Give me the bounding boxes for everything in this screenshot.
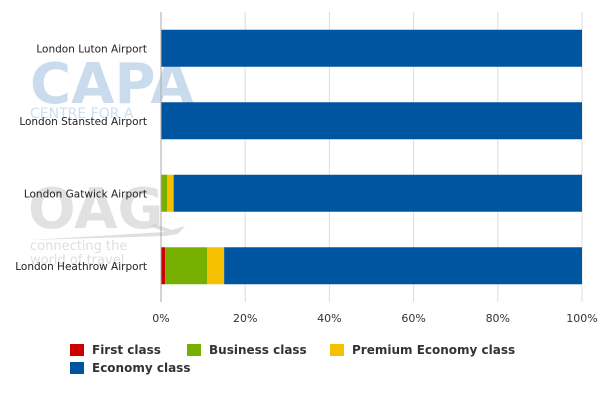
x-tick-label: 60% — [401, 312, 425, 325]
bar-segment — [224, 247, 582, 285]
svg-text:CENTRE FOR A: CENTRE FOR A — [30, 106, 134, 122]
legend-item-first-class: First class — [70, 343, 161, 357]
svg-text:world of travel: world of travel — [30, 253, 124, 268]
bar-segment — [173, 174, 582, 212]
legend-swatch — [70, 344, 84, 356]
legend-item-economy-class: Economy class — [70, 361, 190, 375]
category-label: London Heathrow Airport — [15, 261, 147, 273]
x-tick-label: 40% — [317, 312, 341, 325]
bar-segment — [161, 247, 166, 285]
bars — [161, 29, 582, 285]
legend-swatch — [187, 344, 201, 356]
category-label: London Gatwick Airport — [24, 188, 147, 200]
legend-label: Premium Economy class — [352, 343, 516, 357]
category-labels: London Luton Airport London Stansted Airp… — [15, 43, 147, 273]
legend-swatch — [330, 344, 344, 356]
legend-item-business-class: Business class — [187, 343, 307, 357]
x-tick-labels: 0% 20% 40% 60% 80% 100% — [152, 312, 597, 325]
x-tick-label: 20% — [233, 312, 257, 325]
legend-label: Economy class — [92, 361, 191, 375]
svg-text:OAG: OAG — [28, 177, 163, 242]
bar-segment — [207, 247, 225, 285]
legend-swatch — [70, 362, 84, 374]
oag-watermark: OAG connecting the world of travel — [28, 177, 185, 268]
x-tick-label: 80% — [486, 312, 510, 325]
x-tick-label: 100% — [566, 312, 597, 325]
svg-text:connecting the: connecting the — [30, 239, 127, 254]
legend-label: Business class — [209, 343, 307, 357]
bar-segment — [161, 102, 582, 140]
x-tick-label: 0% — [152, 312, 169, 325]
legend-item-premium-economy-class: Premium Economy class — [330, 343, 515, 357]
legend-label: First class — [92, 343, 161, 357]
bar-segment — [161, 29, 582, 67]
bar-segment — [165, 247, 208, 285]
bar-segment — [167, 174, 174, 212]
bar-segment — [161, 174, 168, 212]
category-label: London Stansted Airport — [19, 116, 147, 128]
category-label: London Luton Airport — [36, 43, 147, 55]
